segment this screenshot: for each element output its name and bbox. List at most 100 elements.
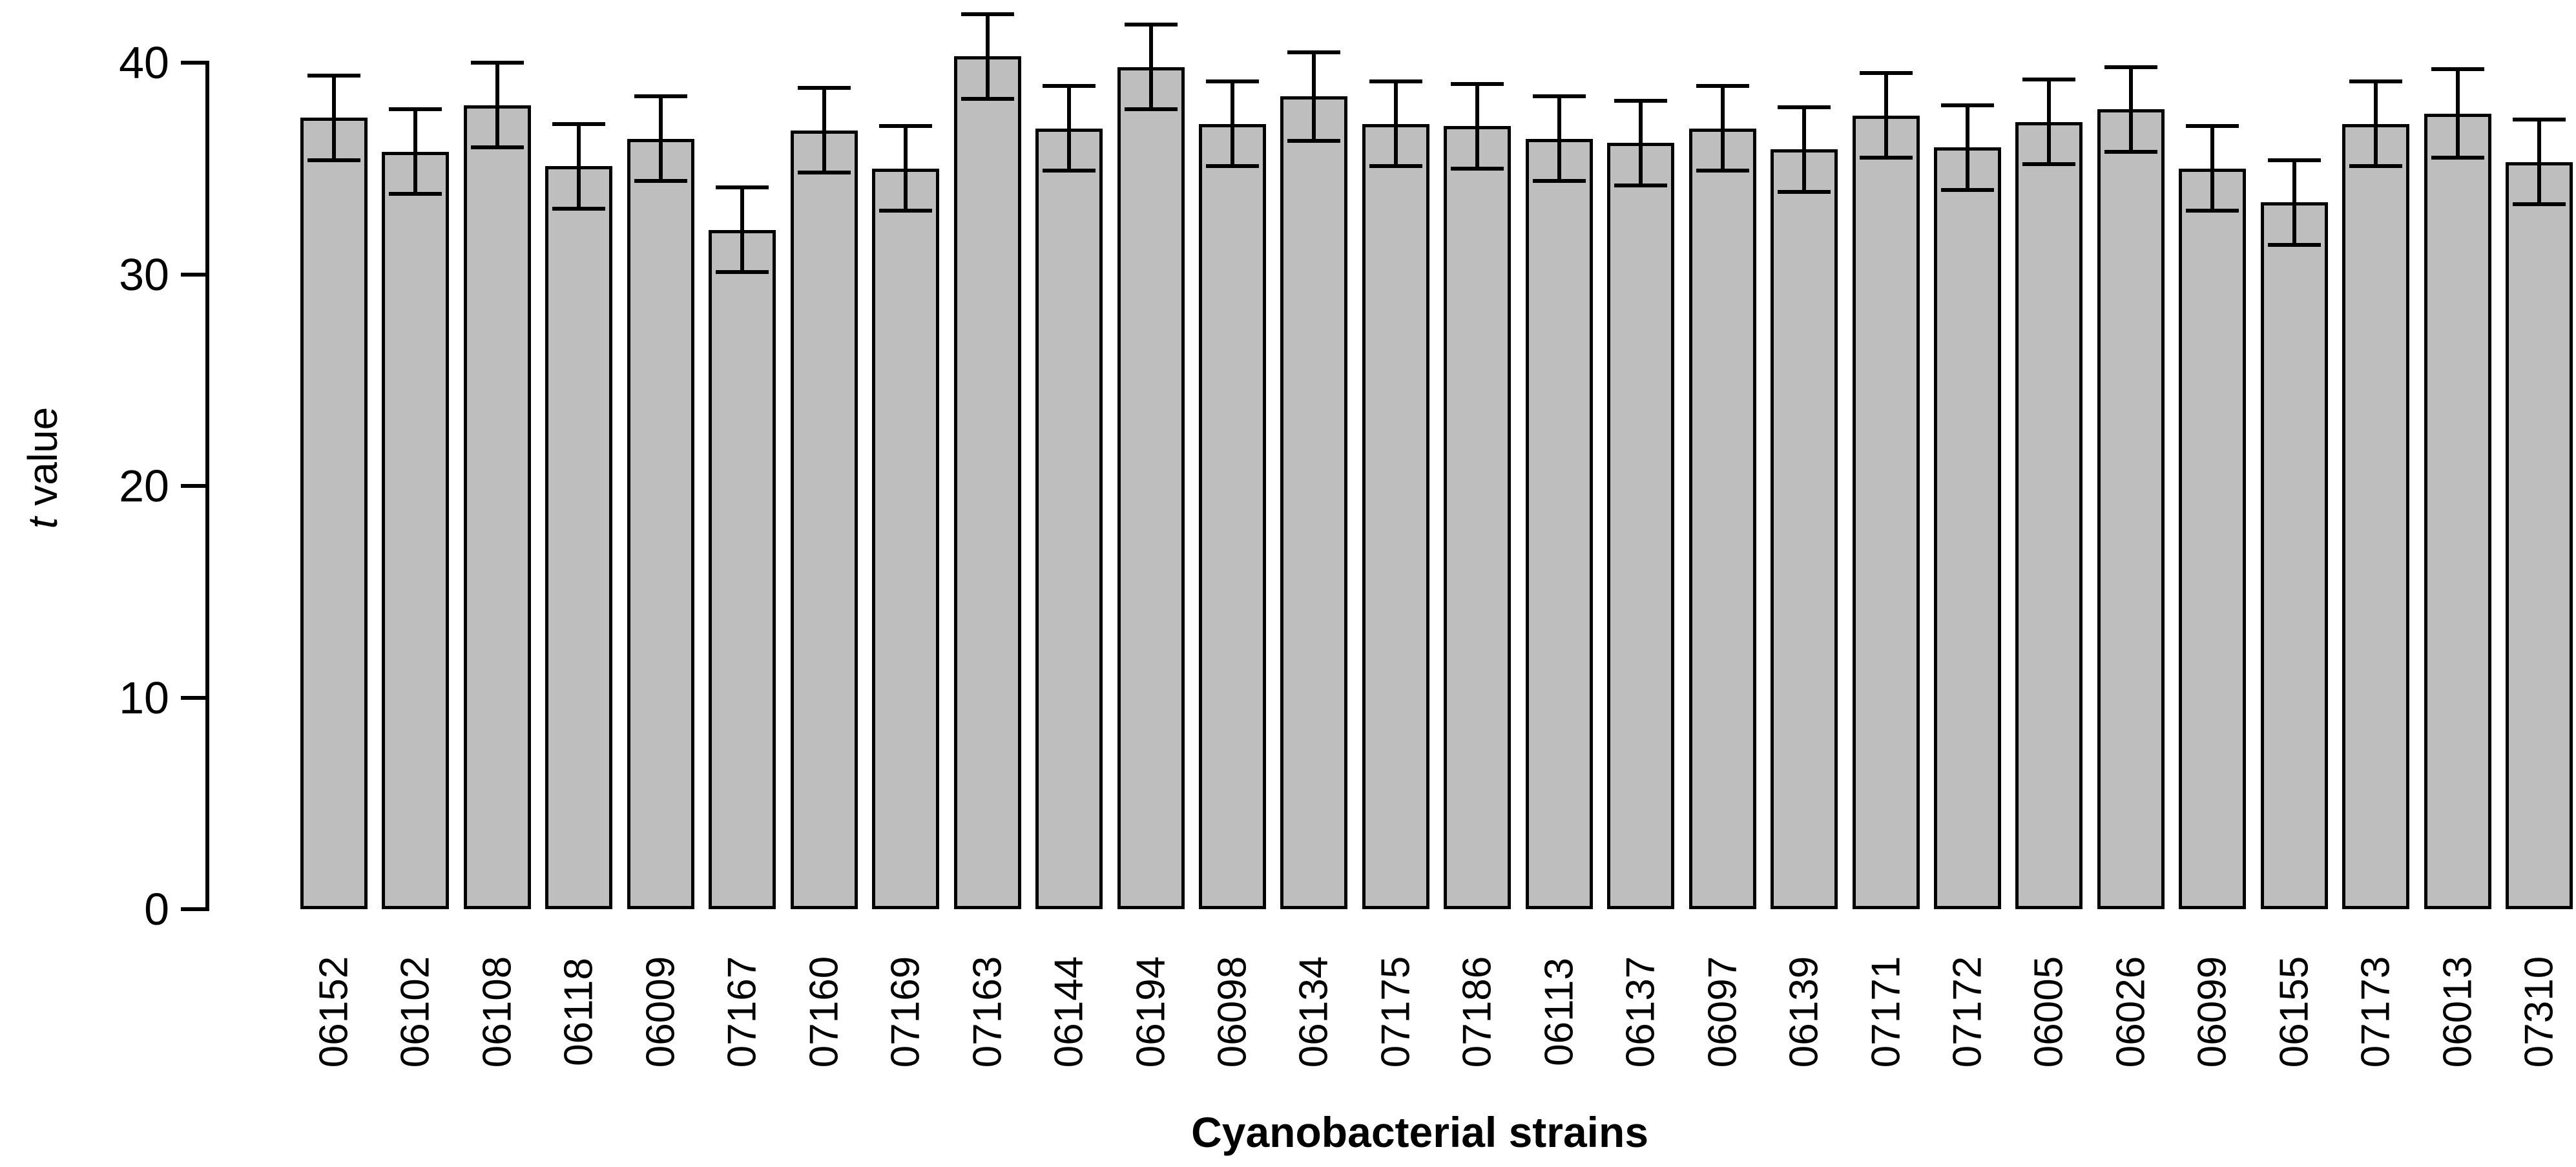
error-bar-upper-cap: [1451, 81, 1504, 86]
error-bar-line: [658, 96, 663, 182]
error-bar-lower-cap: [879, 209, 933, 213]
y-axis-title-rest: value: [19, 406, 66, 518]
error-bar-line: [2210, 126, 2215, 211]
error-bar-line: [1148, 25, 1153, 110]
y-axis-tick-label: 40: [119, 37, 169, 88]
error-bar-line: [2455, 68, 2460, 158]
bar: [2424, 113, 2491, 909]
error-bar-lower-cap: [2022, 162, 2076, 167]
error-bar-lower-cap: [2431, 156, 2484, 160]
bar: [953, 56, 1021, 909]
error-bar-upper-cap: [1369, 79, 1422, 84]
bar: [1035, 128, 1103, 909]
error-bar-upper-cap: [1696, 84, 1749, 89]
error-bar-lower-cap: [1859, 156, 1913, 160]
error-bar-line: [1230, 81, 1234, 167]
x-axis-tick-label: 06152: [311, 956, 357, 1068]
error-bar-lower-cap: [1532, 179, 1586, 184]
x-axis-tick-label: 07172: [1945, 956, 1990, 1068]
error-bar-line: [413, 109, 418, 194]
error-bar-lower-cap: [552, 206, 606, 211]
y-axis-tick-label: 30: [119, 249, 169, 300]
error-bar-upper-cap: [2349, 79, 2403, 84]
bar: [790, 130, 858, 909]
bar: [1934, 147, 2001, 909]
x-axis-tick-label: 06144: [1046, 956, 1092, 1068]
error-bar-line: [2374, 81, 2378, 167]
y-axis-tick: [181, 695, 205, 700]
error-bar-line: [985, 14, 990, 99]
error-bar-upper-cap: [1859, 71, 1913, 76]
error-bar-lower-cap: [1778, 189, 1831, 194]
x-axis-tick-label: 07160: [802, 956, 847, 1068]
error-bar-line: [2047, 79, 2051, 165]
bar: [1444, 126, 1511, 909]
error-bar-lower-cap: [1205, 164, 1259, 169]
bar: [1198, 123, 1266, 909]
y-axis-line: [205, 61, 209, 911]
error-bar-lower-cap: [2104, 149, 2157, 154]
error-bar-lower-cap: [1451, 166, 1504, 171]
x-axis-tick-label: 06005: [2026, 956, 2072, 1068]
x-axis-tick-label: 06097: [1700, 956, 1745, 1068]
y-axis-tick: [181, 272, 205, 277]
bar: [627, 138, 694, 909]
bar: [382, 151, 450, 909]
x-axis-tick-label: 06194: [1128, 956, 1173, 1068]
bar: [1117, 67, 1185, 909]
error-bar-upper-cap: [716, 185, 769, 190]
error-bar-lower-cap: [307, 158, 360, 162]
error-bar-upper-cap: [1941, 103, 1994, 107]
error-bar-lower-cap: [634, 179, 687, 184]
error-bar-line: [495, 63, 499, 147]
error-bar-line: [2537, 120, 2542, 205]
bar: [1771, 149, 1838, 909]
error-bar-line: [332, 75, 336, 160]
bar: [2179, 168, 2247, 909]
error-bar-line: [577, 123, 581, 209]
x-axis-tick-label: 06108: [475, 956, 520, 1068]
error-bar-upper-cap: [1778, 105, 1831, 109]
bar: [1688, 128, 1756, 909]
bar: [1607, 143, 1675, 909]
error-bar-line: [1393, 81, 1398, 167]
error-bar-line: [1639, 100, 1643, 185]
x-axis-tick-label: 07175: [1373, 956, 1418, 1068]
x-axis-tick-label: 06134: [1291, 956, 1336, 1068]
error-bar-upper-cap: [1205, 79, 1259, 84]
x-axis-tick-label: 07310: [2517, 956, 2562, 1068]
error-bar-upper-cap: [389, 107, 442, 112]
error-bar-line: [2128, 67, 2133, 152]
bar: [1280, 96, 1348, 909]
error-bar-line: [822, 88, 826, 173]
bar: [463, 105, 531, 909]
error-bar-upper-cap: [2186, 124, 2239, 129]
error-bar-line: [1966, 105, 1969, 190]
error-bar-upper-cap: [552, 121, 606, 126]
error-bar-lower-cap: [1369, 164, 1422, 169]
x-axis-tick-label: 07186: [1455, 956, 1500, 1068]
x-axis-tick-label: 06118: [556, 958, 601, 1066]
bar: [2342, 123, 2410, 909]
error-bar-upper-cap: [961, 12, 1014, 16]
error-bar-upper-cap: [1043, 84, 1096, 89]
error-bar-upper-cap: [307, 73, 360, 78]
error-bar-line: [1312, 52, 1316, 142]
error-bar-line: [1802, 107, 1807, 192]
error-bar-lower-cap: [961, 96, 1014, 101]
y-axis-tick-label: 10: [119, 672, 169, 723]
error-bar-lower-cap: [1287, 139, 1341, 143]
y-axis-tick-label: 20: [119, 461, 169, 511]
error-bar-upper-cap: [470, 61, 524, 65]
error-bar-upper-cap: [2022, 78, 2076, 82]
bar: [300, 118, 368, 909]
bar: [1852, 115, 1920, 909]
x-axis-tick-label: 06137: [1618, 956, 1663, 1068]
error-bar-lower-cap: [1043, 169, 1096, 173]
error-bar-upper-cap: [634, 94, 687, 99]
bar: [1525, 138, 1593, 909]
error-bar-upper-cap: [2104, 65, 2157, 69]
error-bar-upper-cap: [2431, 67, 2484, 71]
x-axis-tick-label: 06099: [2190, 956, 2235, 1068]
